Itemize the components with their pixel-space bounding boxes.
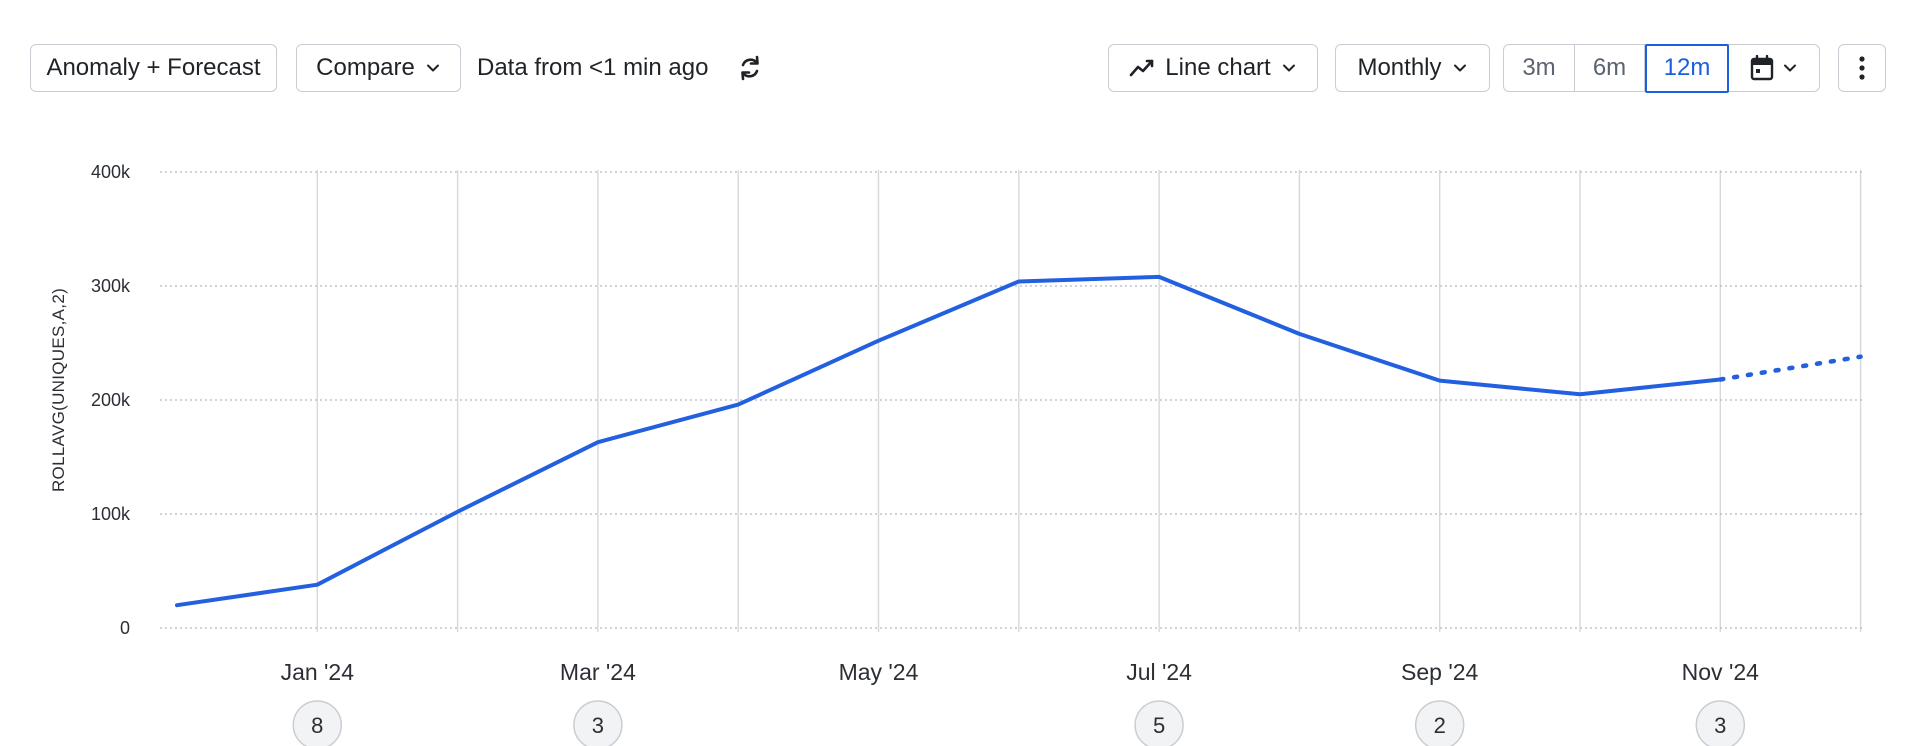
range-3m-label: 3m — [1522, 54, 1556, 81]
chevron-down-icon — [426, 64, 439, 72]
custom-date-button[interactable] — [1729, 45, 1818, 91]
y-axis-label: ROLLAVG(UNIQUES,A,2) — [49, 288, 68, 492]
compare-label: Compare — [316, 54, 415, 81]
x-tick-label: Nov '24 — [1682, 659, 1759, 685]
line-chart-icon — [1129, 59, 1154, 77]
annotation-count: 5 — [1153, 713, 1165, 738]
interval-button[interactable]: Monthly — [1335, 44, 1490, 92]
series-lines — [175, 274, 1863, 608]
x-tick-label: May '24 — [839, 659, 919, 685]
x-axis-ticks: Jan '24 Mar '24 May '24 Jul '24 Sep '24 Nov '… — [281, 659, 1760, 685]
forecast-line — [1718, 354, 1863, 382]
x-tick-label: Jul '24 — [1126, 659, 1192, 685]
annotation-badge — [573, 700, 623, 746]
compare-button[interactable]: Compare — [296, 44, 461, 92]
chart-grid — [160, 170, 1864, 632]
calendar-icon — [1750, 55, 1773, 81]
annotation-badge — [1414, 700, 1465, 746]
y-tick-label: 200k — [91, 390, 131, 410]
annotation-badge — [292, 700, 343, 746]
annotation-count: 3 — [592, 713, 604, 738]
annotation-count: 3 — [1714, 713, 1726, 738]
data-freshness-status: Data from <1 min ago — [477, 54, 709, 81]
refresh-icon[interactable] — [730, 44, 770, 92]
annotation-badge — [1695, 700, 1746, 746]
chevron-down-icon — [1282, 64, 1295, 72]
range-12m-label: 12m — [1663, 54, 1711, 81]
y-tick-label: 300k — [91, 276, 131, 296]
y-tick-label: 100k — [91, 504, 131, 524]
chevron-down-icon — [1783, 64, 1796, 72]
y-tick-label: 0 — [120, 618, 130, 638]
date-range-selector: 3m 6m 12m — [1503, 43, 1820, 93]
x-tick-label: Sep '24 — [1401, 659, 1478, 685]
interval-label: Monthly — [1357, 54, 1442, 81]
more-options-button[interactable] — [1838, 44, 1886, 92]
range-6m-label: 6m — [1592, 54, 1627, 81]
chart-toolbar: Anomaly + Forecast Compare Data from <1 … — [30, 43, 1886, 93]
series-line — [175, 274, 1723, 608]
annotation-count: 2 — [1434, 713, 1446, 738]
range-12m-button[interactable]: 12m — [1645, 43, 1729, 93]
chevron-down-icon — [1453, 64, 1466, 72]
chart-type-label: Line chart — [1165, 54, 1271, 81]
annotation-badge — [1134, 700, 1184, 746]
anomaly-forecast-label: Anomaly + Forecast — [46, 54, 261, 81]
y-tick-label: 400k — [91, 162, 131, 182]
anomaly-forecast-button[interactable]: Anomaly + Forecast — [30, 44, 277, 92]
line-chart: 0 100k 200k 300k 400k ROLLAVG(UNIQUES,A,2) J… — [49, 162, 1864, 746]
y-axis-ticks: 0 100k 200k 300k 400k — [91, 162, 131, 638]
x-tick-label: Mar '24 — [560, 659, 636, 685]
range-3m-button[interactable]: 3m — [1504, 45, 1575, 91]
more-vertical-icon — [1859, 56, 1865, 80]
chart-type-button[interactable]: Line chart — [1108, 44, 1318, 92]
range-6m-button[interactable]: 6m — [1575, 45, 1645, 91]
annotation-count: 8 — [311, 713, 323, 738]
x-tick-label: Jan '24 — [281, 659, 355, 685]
annotation-badges: 8 3 5 2 3 — [292, 700, 1746, 746]
